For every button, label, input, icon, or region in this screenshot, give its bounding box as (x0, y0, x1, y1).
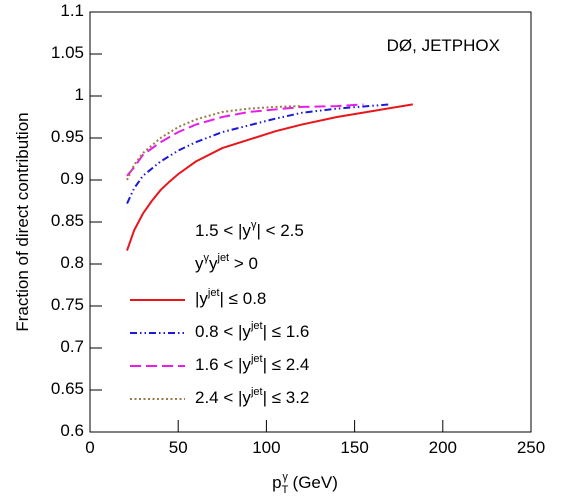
plot-frame (89, 11, 532, 433)
legend-label: |yjet| ≤ 0.8 (195, 287, 266, 309)
legend-label: 2.4 < |yjet| ≤ 3.2 (195, 386, 309, 408)
x-tick-label: 250 (517, 438, 545, 457)
series-line (126, 103, 364, 177)
annotation: 1.5 < |yγ| < 2.5 (195, 219, 304, 241)
annotation: DØ, JETPHOX (387, 36, 500, 55)
y-tick-label: 0.75 (51, 295, 84, 314)
x-tick-label: 200 (429, 438, 457, 457)
annotation: yγyjet > 0 (195, 252, 258, 274)
series-line (126, 103, 390, 204)
y-tick-label: 0.6 (60, 421, 84, 440)
y-tick-label: 1.05 (51, 43, 84, 62)
legend-label: 1.6 < |yjet| ≤ 2.4 (195, 353, 309, 375)
x-tick-label: 100 (252, 438, 280, 457)
legend-label: 0.8 < |yjet| ≤ 1.6 (195, 320, 309, 342)
y-tick-label: 0.95 (51, 127, 84, 146)
y-tick-label: 0.8 (60, 253, 84, 272)
x-tick-label: 150 (340, 438, 368, 457)
y-tick-label: 1 (75, 85, 84, 104)
series-line (126, 103, 413, 251)
x-tick-label: 0 (85, 438, 94, 457)
y-tick-label: 0.7 (60, 337, 84, 356)
x-axis-label: pTγ (GeV) (272, 471, 338, 496)
series-line (126, 105, 302, 181)
y-tick-label: 0.65 (51, 379, 84, 398)
y-tick-label: 0.9 (60, 169, 84, 188)
y-tick-label: 0.85 (51, 211, 84, 230)
y-tick-label: 1.1 (60, 1, 84, 20)
y-axis-label: Fraction of direct contribution (13, 112, 32, 331)
x-tick-label: 50 (169, 438, 188, 457)
